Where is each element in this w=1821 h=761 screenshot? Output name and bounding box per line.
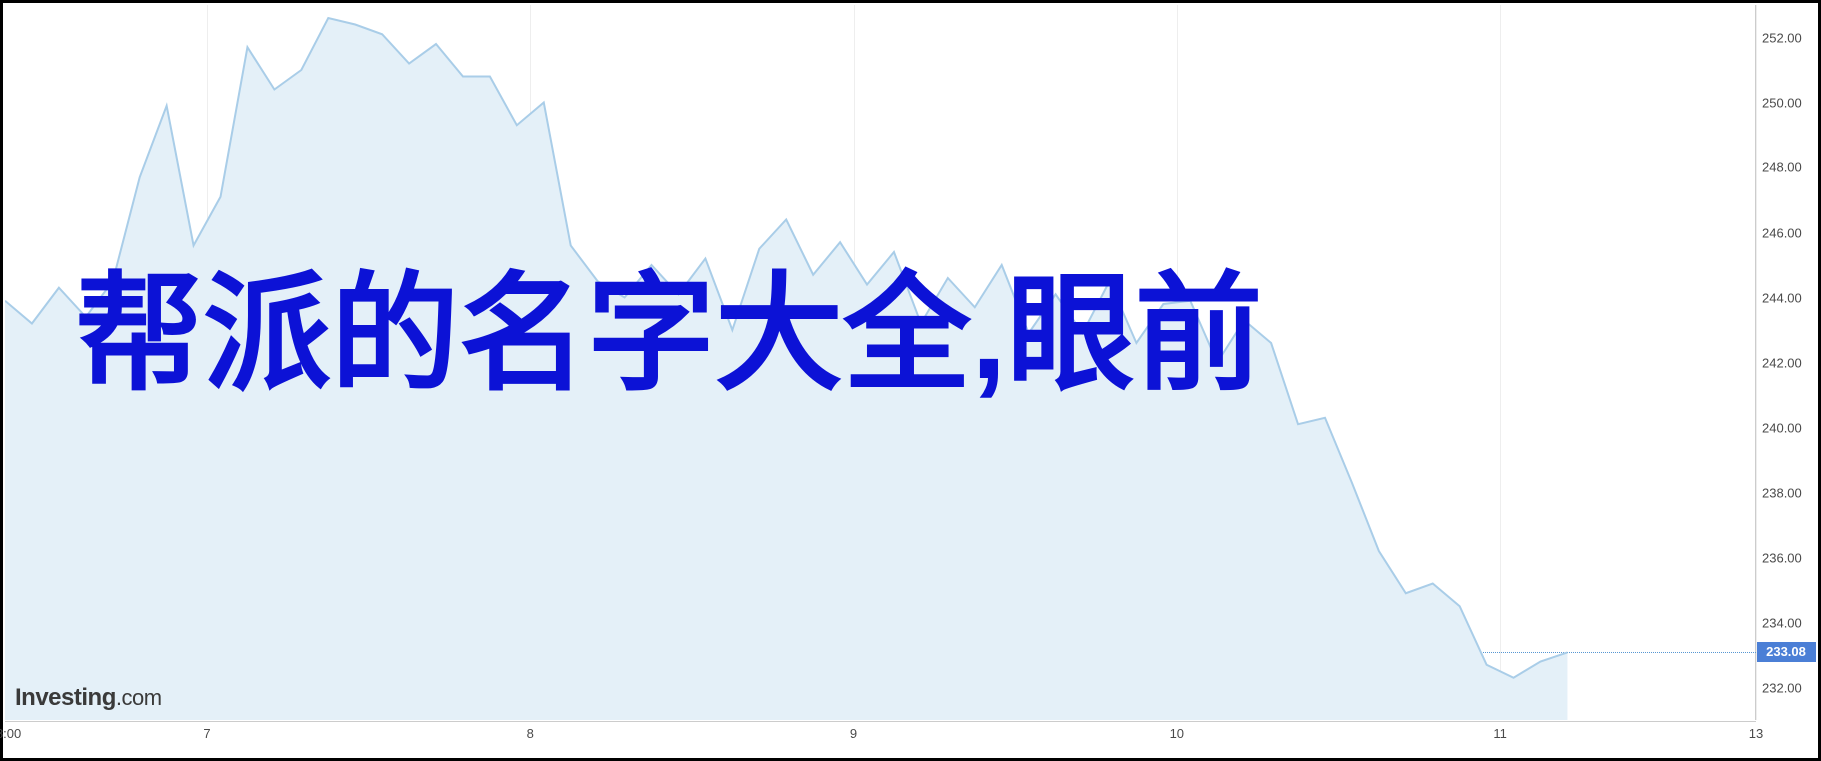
x-tick-label: 11 xyxy=(1493,726,1507,741)
x-tick-label: 9 xyxy=(850,726,857,741)
x-axis: 18:00789101113 xyxy=(5,721,1756,756)
watermark-brand: Investing xyxy=(15,684,116,711)
y-tick-label: 240.00 xyxy=(1762,420,1802,435)
y-tick-label: 234.00 xyxy=(1762,615,1802,630)
plot-area[interactable]: 帮派的名字大全,眼前 Investing.com xyxy=(5,5,1756,720)
x-tick-label: 8 xyxy=(527,726,534,741)
y-tick-label: 250.00 xyxy=(1762,95,1802,110)
x-tick-label: 7 xyxy=(203,726,210,741)
x-tick-label: 10 xyxy=(1170,726,1184,741)
y-tick-label: 242.00 xyxy=(1762,355,1802,370)
y-tick-label: 232.00 xyxy=(1762,680,1802,695)
x-tick-label: 18:00 xyxy=(0,726,21,741)
chart-frame: 帮派的名字大全,眼前 Investing.com 233.08 232.0023… xyxy=(0,0,1821,761)
y-tick-label: 246.00 xyxy=(1762,225,1802,240)
y-tick-label: 236.00 xyxy=(1762,550,1802,565)
y-tick-label: 248.00 xyxy=(1762,160,1802,175)
x-tick-label: 13 xyxy=(1749,726,1763,741)
watermark-logo: Investing.com xyxy=(15,684,162,712)
y-tick-label: 238.00 xyxy=(1762,485,1802,500)
watermark-suffix: .com xyxy=(116,685,162,710)
y-tick-label: 252.00 xyxy=(1762,30,1802,45)
overlay-title-text: 帮派的名字大全,眼前 xyxy=(75,230,1263,415)
x-gridline xyxy=(1756,5,1757,720)
current-price-value: 233.08 xyxy=(1766,644,1806,659)
y-axis: 233.08 232.00 234.00 236.00 238.00 240.00 242… xyxy=(1755,5,1816,720)
current-price-tag: 233.08 xyxy=(1756,642,1816,662)
y-tick-label: 244.00 xyxy=(1762,290,1802,305)
